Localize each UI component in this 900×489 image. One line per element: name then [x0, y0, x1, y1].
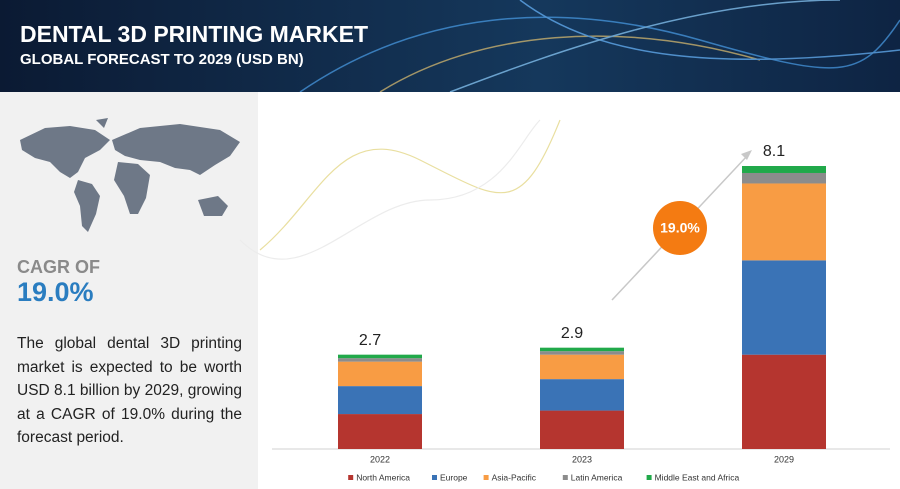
legend-label: North America: [356, 472, 410, 482]
legend-swatch: [348, 475, 354, 480]
cagr-value: 19.0%: [17, 277, 94, 307]
title: DENTAL 3D PRINTING MARKET: [20, 21, 368, 47]
bar-segment: [338, 358, 422, 362]
bar-segment: [338, 354, 422, 359]
decor-line: [259, 119, 561, 251]
world-map: [20, 118, 240, 232]
legend-swatch: [646, 475, 652, 480]
bar-segment: [338, 361, 422, 387]
bar-segment: [540, 347, 624, 352]
legend-swatch: [432, 475, 437, 480]
subtitle: GLOBAL FORECAST TO 2029 (USD BN): [20, 51, 304, 68]
legend-label: Asia-Pacific: [492, 472, 537, 482]
total-label: 2.7: [359, 332, 381, 349]
cagr-heading: CAGR OF: [17, 257, 100, 277]
legend-label: Middle East and Africa: [655, 472, 740, 482]
decor-line: [239, 119, 541, 260]
bar-segment: [338, 414, 422, 449]
x-tick-label: 2022: [370, 454, 390, 464]
bar-segment: [742, 183, 826, 261]
bar-segment: [540, 410, 624, 449]
header-decoration: [299, 0, 900, 93]
header-band: [0, 0, 900, 92]
bar-segment: [742, 354, 826, 449]
legend-label: Europe: [440, 472, 468, 482]
total-label: 8.1: [763, 143, 785, 160]
bar-segment: [338, 386, 422, 415]
bar-segment: [540, 354, 624, 380]
bar-segment: [742, 260, 826, 355]
x-tick-label: 2029: [774, 454, 794, 464]
x-tick-label: 2023: [572, 454, 592, 464]
legend-swatch: [483, 475, 489, 480]
cagr-badge: [653, 201, 707, 255]
bar-segment: [540, 379, 624, 411]
legend-label: Latin America: [571, 472, 623, 482]
bar-segment: [540, 351, 624, 355]
cagr-badge-label: 19.0%: [660, 220, 700, 236]
description: The global dental 3D printing market is …: [17, 335, 242, 446]
bar-segment: [742, 166, 826, 173]
arrow-head: [741, 150, 752, 160]
bar-segment: [742, 172, 826, 184]
total-label: 2.9: [561, 325, 583, 342]
legend-swatch: [562, 475, 568, 480]
